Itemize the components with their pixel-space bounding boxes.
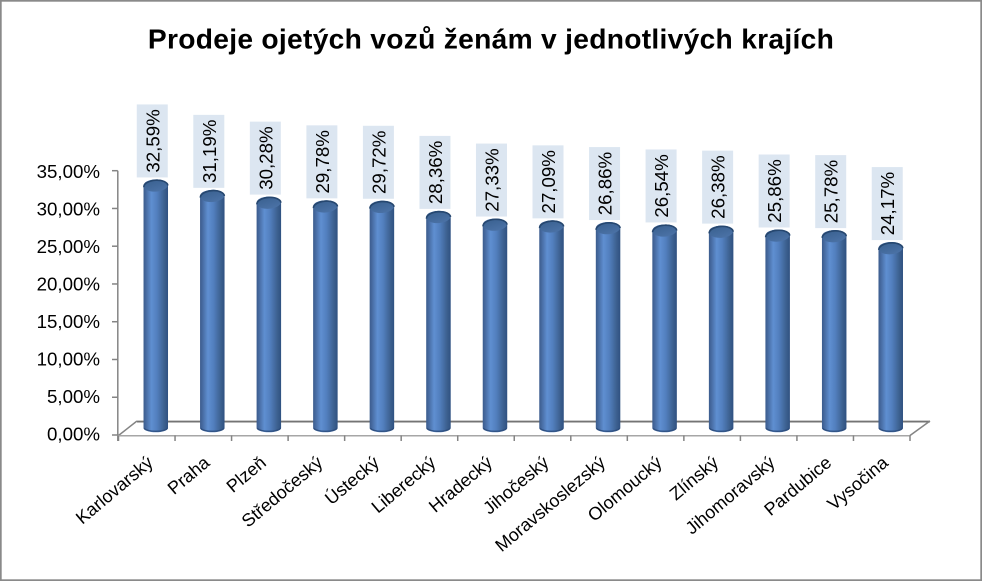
- svg-text:26,38%: 26,38%: [708, 155, 729, 218]
- svg-text:25,00%: 25,00%: [37, 236, 100, 257]
- svg-text:31,19%: 31,19%: [199, 120, 220, 183]
- svg-text:35,00%: 35,00%: [37, 161, 100, 182]
- svg-text:10,00%: 10,00%: [37, 348, 100, 369]
- svg-text:29,78%: 29,78%: [312, 130, 333, 193]
- svg-text:29,72%: 29,72%: [368, 131, 389, 194]
- svg-text:5,00%: 5,00%: [47, 386, 100, 407]
- svg-text:27,09%: 27,09%: [538, 150, 559, 213]
- svg-text:25,78%: 25,78%: [821, 160, 842, 223]
- svg-text:0,00%: 0,00%: [47, 423, 100, 444]
- svg-text:26,54%: 26,54%: [651, 154, 672, 217]
- svg-text:25,86%: 25,86%: [764, 159, 785, 222]
- svg-text:30,00%: 30,00%: [37, 199, 100, 220]
- svg-text:24,17%: 24,17%: [877, 172, 898, 235]
- svg-text:32,59%: 32,59%: [142, 109, 163, 172]
- svg-text:26,86%: 26,86%: [595, 152, 616, 215]
- svg-text:15,00%: 15,00%: [37, 311, 100, 332]
- svg-text:Prodeje ojetých vozů ženám v j: Prodeje ojetých vozů ženám v jednotlivýc…: [148, 23, 834, 55]
- svg-text:27,33%: 27,33%: [481, 148, 502, 211]
- svg-text:20,00%: 20,00%: [37, 274, 100, 295]
- svg-text:28,36%: 28,36%: [425, 141, 446, 204]
- svg-text:30,28%: 30,28%: [255, 126, 276, 189]
